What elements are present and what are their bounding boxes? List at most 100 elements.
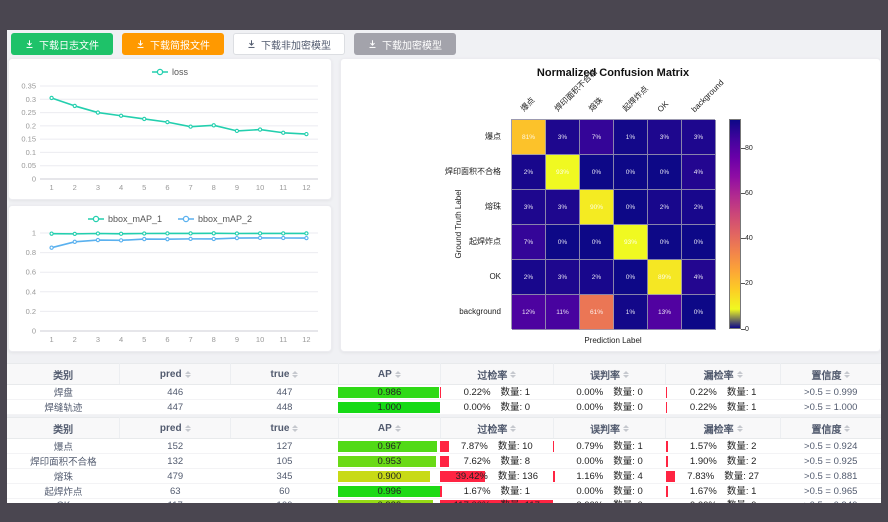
sort-caret-icon[interactable] <box>184 370 191 378</box>
cm-cell-r2c5: 2% <box>682 190 716 225</box>
column-header-漏检率[interactable]: 漏检率 <box>665 417 781 439</box>
rate-cell: 39.42% 数量: 136 <box>440 470 553 483</box>
download-button-3[interactable]: 下载非加密模型 <box>233 33 345 55</box>
table-row: OK1171000.929117.00%数量: 1170.00%数量: 00.0… <box>7 498 881 503</box>
pred-cell: 446 <box>119 384 231 400</box>
column-header-漏检率[interactable]: 漏检率 <box>665 363 781 385</box>
sort-caret-icon[interactable] <box>736 370 743 378</box>
rate-count: 数量: 8 <box>500 455 531 467</box>
rate-cell: 1.90% 数量: 2 <box>665 455 780 468</box>
sort-caret-icon[interactable] <box>184 424 191 432</box>
column-header-置信度[interactable]: 置信度 <box>780 363 881 385</box>
sort-caret-icon[interactable] <box>736 424 743 432</box>
pred-cell: 152 <box>119 438 231 454</box>
colorbar-tick <box>741 147 745 149</box>
rate-count: 数量: 0 <box>613 401 643 413</box>
class-cell: 焊缝轨迹 <box>7 399 120 415</box>
map-line-chart[interactable]: 00.20.40.60.811 2 3 4 5 6 7 8 9 10 11 12 <box>12 227 328 346</box>
confusion-matrix-card: Normalized Confusion Matrix Ground Truth… <box>340 58 881 352</box>
rate-percent: 117.00% <box>454 499 491 503</box>
confusion-matrix-grid: 81% 3% 7% 1% 3% 3% 2% 93% 0% 0% 0% 4% 3% 3% 90% 0% 2% 2% 7… <box>511 119 716 330</box>
svg-text:5: 5 <box>142 335 146 344</box>
sort-caret-icon[interactable] <box>292 424 299 432</box>
ap-value: 0.900 <box>377 470 402 482</box>
ap-value: 0.996 <box>377 485 402 497</box>
sort-caret-icon[interactable] <box>623 370 630 378</box>
sort-caret-icon[interactable] <box>510 424 517 432</box>
svg-text:11: 11 <box>279 183 287 192</box>
true-cell: 60 <box>230 483 339 499</box>
column-header-pred[interactable]: pred <box>119 417 232 439</box>
download-button-1[interactable]: 下载日志文件 <box>11 33 113 55</box>
svg-text:0.15: 0.15 <box>21 135 36 144</box>
rate-count: 数量: 1 <box>500 386 531 398</box>
rate-percent: 0.00% <box>576 485 604 497</box>
svg-text:2: 2 <box>73 183 77 192</box>
rate-bar <box>665 470 675 482</box>
legend-item-bbox_mAP_2[interactable]: bbox_mAP_2 <box>178 214 252 224</box>
confidence-cell: >0.5 = 0.925 <box>780 453 881 469</box>
cm-cell-r1c4: 0% <box>648 155 682 190</box>
cm-row-label: OK <box>489 272 501 281</box>
rate-cell: 117.00% 数量: 117 <box>440 499 554 503</box>
svg-text:4: 4 <box>119 183 123 192</box>
summary-metrics-table: 类别 pred true AP 过检率 误判率 漏检率 置信度 焊盘 446 447 0.986 0.2… <box>7 363 881 415</box>
rate-percent: 7.83% <box>687 470 715 482</box>
metrics-table-1: 类别 pred true AP 过检率 误判率 漏检率 置信度 焊盘 446 447 0.986 0.2… <box>7 363 881 415</box>
column-header-误判率[interactable]: 误判率 <box>553 363 667 385</box>
column-header-label: true <box>270 368 290 380</box>
cm-cell-r0c4: 3% <box>648 120 682 155</box>
legend-item-loss[interactable]: loss <box>151 67 188 77</box>
cm-cell-r0c1: 3% <box>546 120 580 155</box>
svg-text:0.1: 0.1 <box>26 148 36 157</box>
sort-caret-icon[interactable] <box>292 370 299 378</box>
ap-value: 0.929 <box>377 499 401 503</box>
rate-count: 数量: 0 <box>613 386 643 398</box>
column-header-过检率[interactable]: 过检率 <box>440 417 554 439</box>
rate-cell: 0.00% 数量: 0 <box>440 401 553 414</box>
true-cell: 448 <box>230 399 339 415</box>
column-header-误判率[interactable]: 误判率 <box>553 417 667 439</box>
rate-bar <box>665 485 668 497</box>
sort-caret-icon[interactable] <box>623 424 630 432</box>
column-header-AP[interactable]: AP <box>338 363 441 385</box>
cm-cell-r2c0: 3% <box>512 190 546 225</box>
sort-caret-icon[interactable] <box>844 424 851 432</box>
rate-percent: 0.00% <box>576 386 604 398</box>
column-header-label: 类别 <box>53 370 74 382</box>
svg-text:7: 7 <box>188 335 192 344</box>
loss-line-chart[interactable]: 00.050.10.150.20.250.30.351 2 3 4 5 6 7 8 9 10 11 1… <box>12 80 328 194</box>
download-button-2[interactable]: 下载简报文件 <box>122 33 224 55</box>
download-icon <box>137 40 144 48</box>
download-button-4[interactable]: 下载加密模型 <box>354 33 456 55</box>
column-header-AP[interactable]: AP <box>338 417 441 439</box>
column-header-类别: 类别 <box>7 417 121 439</box>
column-header-label: true <box>270 422 290 434</box>
download-icon <box>369 40 376 48</box>
cm-cell-r3c3: 93% <box>614 225 648 260</box>
sort-caret-icon[interactable] <box>844 370 851 378</box>
column-header-过检率[interactable]: 过检率 <box>440 363 554 385</box>
sort-caret-icon[interactable] <box>394 370 401 378</box>
column-header-置信度[interactable]: 置信度 <box>780 417 881 439</box>
column-header-pred[interactable]: pred <box>119 363 232 385</box>
colorbar-tick-label: 60 <box>745 190 753 198</box>
true-cell: 100 <box>230 498 339 503</box>
column-header-true[interactable]: true <box>230 417 339 439</box>
rate-bar <box>553 440 555 452</box>
sort-caret-icon[interactable] <box>510 370 517 378</box>
cm-cell-r4c1: 3% <box>546 260 580 295</box>
svg-text:0.6: 0.6 <box>26 268 36 277</box>
cm-cell-r5c1: 11% <box>546 295 580 330</box>
svg-text:4: 4 <box>119 335 123 344</box>
download-icon <box>248 40 255 48</box>
legend-line-icon <box>178 215 194 223</box>
metrics-table-2: 类别 pred true AP 过检率 误判率 漏检率 置信度 爆点 152 127 0.967 7.8… <box>7 417 881 503</box>
rate-count: 数量: 0 <box>613 455 643 467</box>
rate-cell: 1.16% 数量: 4 <box>553 470 666 483</box>
class-cell: OK <box>7 498 120 503</box>
legend-item-bbox_mAP_1[interactable]: bbox_mAP_1 <box>87 214 162 224</box>
column-header-true[interactable]: true <box>230 363 339 385</box>
sort-caret-icon[interactable] <box>394 424 401 432</box>
bottom-bar <box>0 503 888 522</box>
